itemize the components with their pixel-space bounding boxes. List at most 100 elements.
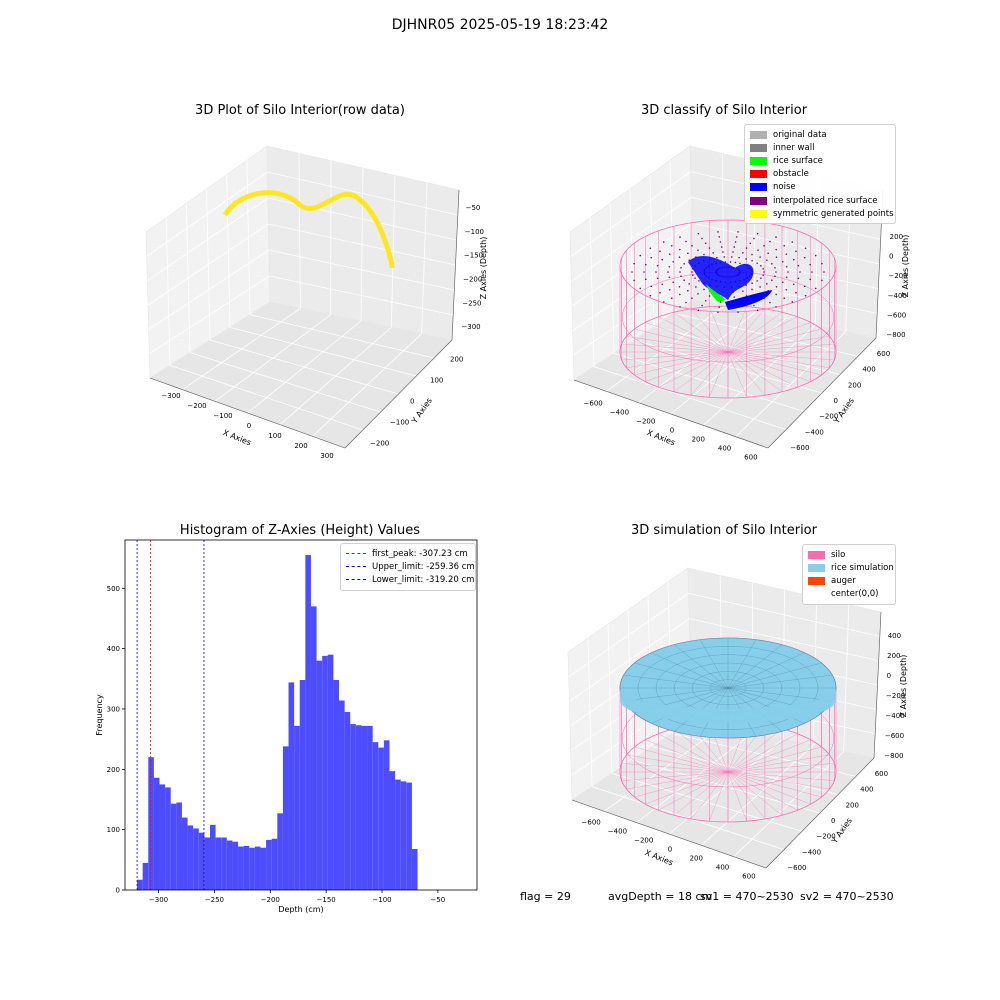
interp-point xyxy=(639,287,642,290)
interp-point xyxy=(797,264,800,267)
x-tick-label: 100 xyxy=(268,432,281,440)
interp-point xyxy=(697,293,699,295)
histogram-bar xyxy=(238,846,244,890)
interp-point xyxy=(769,301,771,304)
histogram-bar xyxy=(389,771,396,890)
interp-point xyxy=(678,256,681,258)
histogram-bar xyxy=(344,711,351,890)
histogram-bar xyxy=(159,784,166,890)
x-tick-label: −400 xyxy=(610,409,629,417)
z-tick-label: −200 xyxy=(886,692,905,700)
y-tick-label: −200 xyxy=(816,833,835,841)
x-tick-label: −100 xyxy=(372,896,391,904)
y-tick-label: −200 xyxy=(370,440,389,448)
interp-point xyxy=(766,259,768,261)
silo-wire-spoke xyxy=(690,771,729,820)
interp-point xyxy=(774,275,776,277)
interp-point xyxy=(795,291,797,294)
interp-point xyxy=(769,240,771,243)
x-axis-line xyxy=(149,377,346,449)
interp-point xyxy=(771,263,773,265)
interp-point xyxy=(751,288,753,291)
z-tick-label: −50 xyxy=(466,204,481,212)
interp-point xyxy=(701,304,703,307)
x-tick-label: −400 xyxy=(608,828,627,836)
interp-point xyxy=(655,271,657,273)
z-tick-label: −600 xyxy=(885,732,904,740)
silo-wire-spoke xyxy=(727,746,822,773)
legend-swatch xyxy=(346,553,366,555)
silo-wire-spoke xyxy=(673,771,729,816)
x-tick-label: 200 xyxy=(692,436,705,444)
y-tick-label: 200 xyxy=(107,766,120,774)
interp-point xyxy=(691,245,693,247)
interp-point xyxy=(774,267,776,269)
interp-point xyxy=(742,252,744,254)
histogram-bar xyxy=(198,832,205,890)
interp-point xyxy=(670,244,673,247)
interp-point xyxy=(633,262,635,265)
interp-point xyxy=(685,240,687,243)
histogram-bar xyxy=(355,725,362,890)
silo-wire-spoke xyxy=(634,351,729,376)
interp-point xyxy=(787,271,789,273)
legend-item-inner-wall: inner wall xyxy=(750,141,890,154)
silo-wire-spoke xyxy=(727,754,830,773)
interp-point xyxy=(757,249,759,251)
footer-sv2: sv2 = 470~2530 xyxy=(800,890,894,903)
interp-point xyxy=(803,285,806,288)
silo-wire-spoke xyxy=(621,771,729,781)
y-tick-label: 600 xyxy=(875,770,888,778)
silo-wire-spoke xyxy=(727,763,835,773)
z-tick-label: −100 xyxy=(465,228,484,236)
y-tick-label: 200 xyxy=(848,381,861,389)
histogram-bar xyxy=(232,841,239,890)
z-tick-label: 400 xyxy=(888,632,901,640)
silo-wire-spoke xyxy=(645,771,729,805)
y-tick-label: −200 xyxy=(819,413,838,421)
interp-point xyxy=(680,267,682,269)
silo-wire-spoke xyxy=(727,771,798,811)
x-tick-label: −150 xyxy=(317,896,336,904)
interp-point xyxy=(785,253,788,256)
interp-point xyxy=(814,254,817,257)
interp-point xyxy=(809,278,811,281)
x-tick-label: −600 xyxy=(584,400,603,408)
legend-label: Upper_limit: -259.36 cm xyxy=(372,561,475,572)
interp-point xyxy=(695,286,697,288)
silo-wire-spoke xyxy=(626,336,729,353)
rice-mesh-ring xyxy=(637,646,819,730)
x-tick-label: 300 xyxy=(320,452,333,460)
panel4-legend: silo rice simulation auger center(0,0) xyxy=(802,544,896,605)
interp-point xyxy=(734,241,737,243)
z-tick-label: 200 xyxy=(887,652,900,660)
interp-point xyxy=(697,232,700,235)
interp-point xyxy=(756,309,759,312)
interp-point xyxy=(814,287,817,290)
z-tick-label: 0 xyxy=(887,672,891,680)
interp-point xyxy=(697,249,699,251)
legend-swatch xyxy=(346,579,366,581)
silo-wire-spoke xyxy=(621,343,729,353)
histogram-bar xyxy=(294,725,300,890)
histogram-bar xyxy=(215,837,222,890)
histogram-bar xyxy=(310,606,317,890)
interp-point xyxy=(679,293,681,296)
interp-point xyxy=(672,281,674,284)
y-tick-label: 400 xyxy=(107,645,120,653)
interp-point xyxy=(685,301,687,304)
y-tick-label: −400 xyxy=(802,848,821,856)
interp-point xyxy=(797,277,800,280)
interp-point xyxy=(680,275,682,277)
z-tick-label: −600 xyxy=(887,312,906,320)
z-tick-label: −200 xyxy=(463,275,482,283)
interp-point xyxy=(733,296,736,298)
legend-label: original data xyxy=(773,129,827,140)
histogram-bar xyxy=(204,837,210,890)
histogram-bar xyxy=(288,682,295,890)
interp-point xyxy=(753,304,755,307)
interp-point xyxy=(720,246,723,248)
silo-wire-spoke xyxy=(645,322,729,353)
silo-wire-spoke xyxy=(727,771,747,822)
legend-item-original-data: original data xyxy=(750,128,890,141)
